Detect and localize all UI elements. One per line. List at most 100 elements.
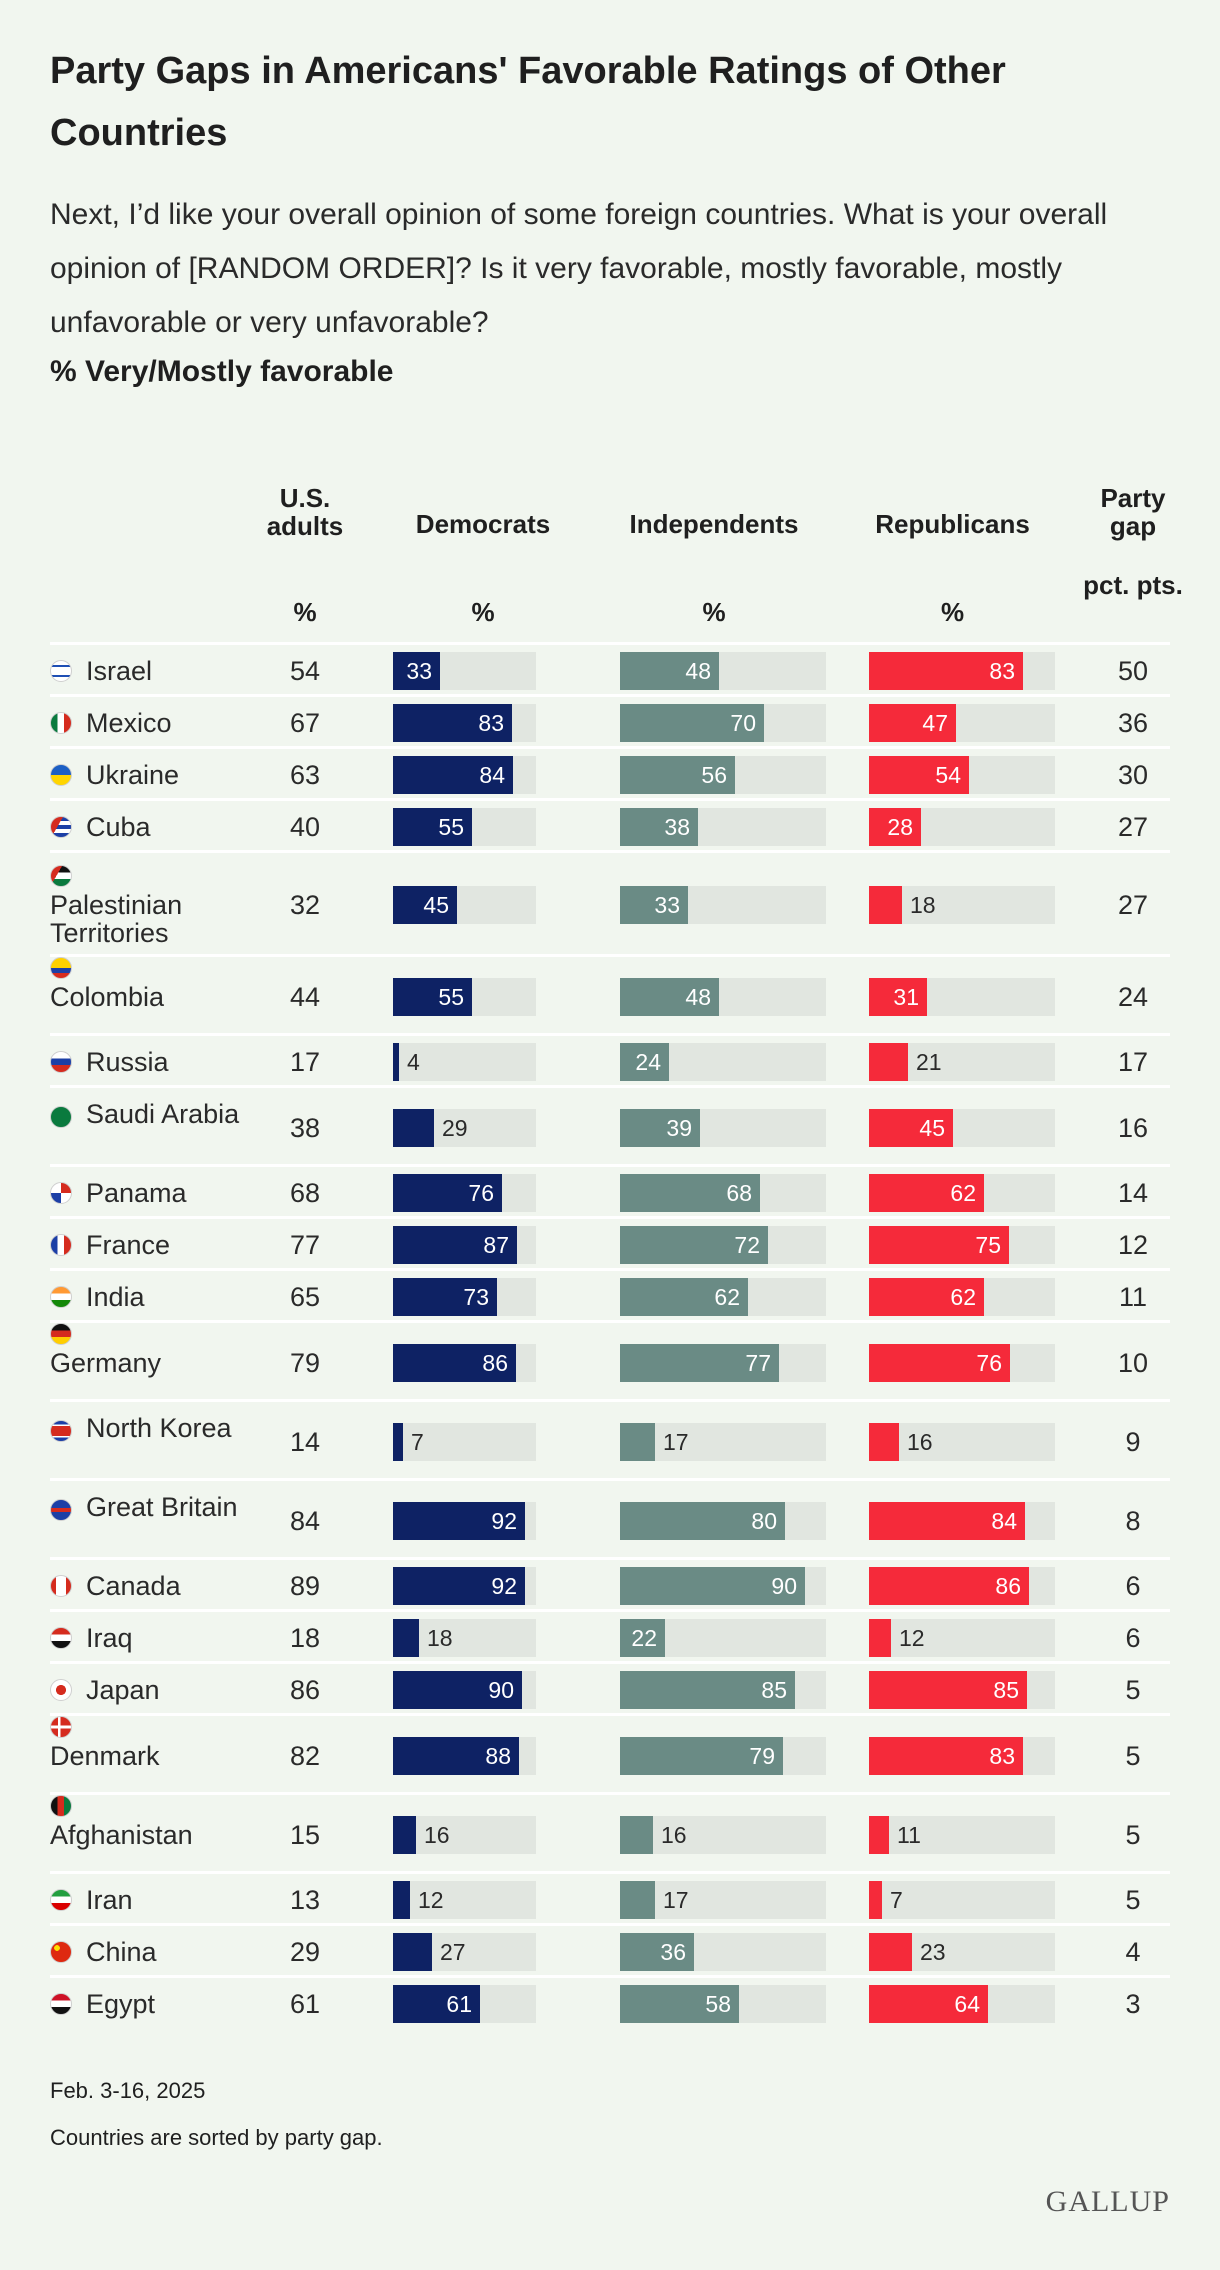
adults-value: 18 xyxy=(289,1623,321,1653)
dem-bar xyxy=(393,1226,517,1264)
ind-bar xyxy=(620,1278,748,1316)
dem-bar-track: 55 xyxy=(393,977,536,1016)
country-cell: Russia xyxy=(50,1048,169,1076)
rep-bar-track: 18 xyxy=(869,886,1055,924)
country-cell: Egypt xyxy=(50,1990,155,2018)
rep-value-label: 21 xyxy=(916,1049,942,1075)
dem-value-label: 90 xyxy=(488,1677,514,1703)
unit-adults: % xyxy=(293,597,317,627)
israel-flag-icon xyxy=(50,660,72,682)
ind-bar xyxy=(620,808,698,846)
party-gap-value: 30 xyxy=(1117,760,1149,790)
rep-bar xyxy=(869,977,927,1016)
ind-value-label: 48 xyxy=(685,983,711,1010)
russia-flag-icon xyxy=(50,1051,72,1073)
ind-bar-track: 24 xyxy=(620,1043,826,1081)
adults-value: 79 xyxy=(289,1347,321,1378)
dem-value-label: 92 xyxy=(491,1507,517,1534)
dem-bar xyxy=(393,886,457,924)
party-gap-value: 5 xyxy=(1125,1740,1141,1771)
ind-value-label: 77 xyxy=(745,1349,771,1376)
country-name: Iraq xyxy=(86,1623,133,1653)
country-name: Mexico xyxy=(86,708,172,738)
ind-bar-track: 36 xyxy=(620,1933,826,1971)
ind-bar xyxy=(620,1422,655,1461)
rep-bar-track: 12 xyxy=(869,1619,1055,1657)
ind-bar-track: 79 xyxy=(620,1736,826,1775)
rep-bar xyxy=(869,808,921,846)
party-gap-value: 27 xyxy=(1117,812,1149,842)
rep-bar-track: 47 xyxy=(869,704,1055,742)
party-gap-value: 16 xyxy=(1117,1112,1149,1143)
table-row-iran: Iran 13 12 17 7 5 xyxy=(50,1871,1170,1923)
ind-bar xyxy=(620,1933,694,1971)
ukraine-flag-icon xyxy=(50,764,72,786)
country-name: Russia xyxy=(86,1047,169,1077)
dem-bar-track: 92 xyxy=(393,1567,536,1605)
party-gap-value: 17 xyxy=(1117,1047,1149,1077)
table-row-russia: Russia 17 4 24 21 17 xyxy=(50,1033,1170,1085)
germany-flag-icon xyxy=(50,1322,72,1345)
dem-bar xyxy=(393,1343,516,1382)
country-name: France xyxy=(86,1230,171,1260)
chart-title: Party Gaps in Americans' Favorable Ratin… xyxy=(50,50,1006,154)
rep-value-label: 16 xyxy=(907,1428,933,1455)
party-gap-value: 10 xyxy=(1117,1347,1149,1378)
rep-bar-track: 31 xyxy=(869,977,1055,1016)
denmark-flag-icon xyxy=(50,1715,72,1738)
ind-value-label: 90 xyxy=(771,1573,797,1599)
dem-bar xyxy=(393,1671,522,1709)
col-head-independents: Independents xyxy=(629,509,799,539)
dem-bar xyxy=(393,1567,525,1605)
mexico-flag-icon xyxy=(50,712,72,734)
col-head-democrats: Democrats xyxy=(415,509,551,539)
dem-bar-track: 88 xyxy=(393,1736,536,1775)
dem-value-label: 92 xyxy=(491,1573,517,1599)
table-row-israel: Israel 54 33 48 83 50 xyxy=(50,642,1170,694)
dem-bar-track: 73 xyxy=(393,1278,536,1316)
country-cell: Iran xyxy=(50,1886,133,1914)
rep-value-label: 76 xyxy=(976,1349,1002,1376)
rep-bar-track: 62 xyxy=(869,1278,1055,1316)
great-britain-flag-icon xyxy=(50,1498,72,1521)
dem-bar-track: 76 xyxy=(393,1174,536,1212)
adults-value: 63 xyxy=(289,760,321,790)
ind-bar xyxy=(620,977,719,1016)
egypt-flag-icon xyxy=(50,1993,72,2015)
ind-bar xyxy=(620,1567,805,1605)
rep-bar-track: 23 xyxy=(869,1933,1055,1971)
country-name: Cuba xyxy=(86,812,151,842)
ind-value-label: 33 xyxy=(654,892,680,918)
rep-value-label: 62 xyxy=(950,1180,976,1206)
dem-bar-track: 33 xyxy=(393,652,536,690)
table-row-cuba: Cuba 40 55 38 28 27 xyxy=(50,798,1170,850)
palestine-flag-icon xyxy=(50,865,72,887)
ind-bar-track: 62 xyxy=(620,1278,826,1316)
ind-value-label: 16 xyxy=(661,1821,687,1848)
rep-bar xyxy=(869,1881,882,1919)
rep-value-label: 7 xyxy=(890,1887,903,1913)
rep-bar-track: 83 xyxy=(869,652,1055,690)
country-name: Japan xyxy=(86,1675,160,1705)
col-head-party-gap: Party gap xyxy=(1100,483,1166,541)
ind-value-label: 39 xyxy=(666,1114,692,1141)
rep-value-label: 28 xyxy=(887,814,913,840)
country-cell: India xyxy=(50,1283,145,1311)
dem-value-label: 4 xyxy=(407,1049,420,1075)
adults-value: 61 xyxy=(289,1989,321,2019)
ind-bar xyxy=(620,1736,783,1775)
adults-value: 65 xyxy=(289,1282,321,1312)
dem-bar xyxy=(393,652,440,690)
adults-value: 67 xyxy=(289,708,321,738)
dem-bar xyxy=(393,1619,419,1657)
dem-bar xyxy=(393,977,472,1016)
table-row-canada: Canada 89 92 90 86 6 xyxy=(50,1557,1170,1609)
party-gap-value: 6 xyxy=(1125,1623,1141,1653)
rep-value-label: 64 xyxy=(954,1991,980,2017)
dem-bar xyxy=(393,808,472,846)
rep-bar-track: 86 xyxy=(869,1567,1055,1605)
dem-bar xyxy=(393,1933,432,1971)
rep-bar-track: 7 xyxy=(869,1881,1055,1919)
iraq-flag-icon xyxy=(50,1627,72,1649)
rep-bar-track: 21 xyxy=(869,1043,1055,1081)
